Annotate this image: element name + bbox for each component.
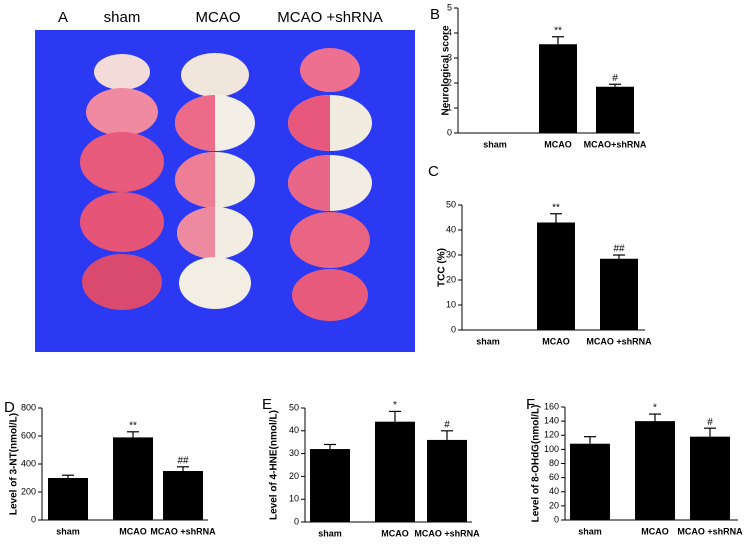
x-tick-label: MCAO [542, 336, 570, 346]
y-tick-label: 50 [289, 402, 299, 412]
y-tick-label: 800 [21, 402, 36, 412]
shrna-slices [288, 48, 372, 321]
bar [570, 443, 610, 520]
x-tick-label: MCAO +shRNA [414, 528, 480, 538]
y-axis-label: Neurological score [441, 25, 452, 115]
bar [163, 471, 203, 520]
y-tick-label: 3 [447, 52, 452, 62]
significance-label: # [612, 73, 618, 84]
significance-label: ** [552, 202, 560, 213]
y-tick-label: 10 [446, 299, 456, 309]
y-tick-label: 200 [21, 486, 36, 496]
x-tick-label: MCAO +shRNA [150, 526, 216, 536]
y-tick-label: 40 [549, 486, 559, 496]
significance-label: # [707, 417, 713, 428]
y-tick-label: 20 [446, 274, 456, 284]
y-tick-label: 140 [544, 416, 559, 426]
x-tick-label: sham [56, 526, 80, 536]
x-tick-label: sham [578, 526, 602, 536]
x-tick-label: MCAO [119, 526, 147, 536]
y-tick-label: 5 [447, 2, 452, 12]
y-tick-label: 10 [289, 494, 299, 504]
y-tick-label: 30 [289, 448, 299, 458]
y-tick-label: 2 [447, 77, 452, 87]
bar [635, 421, 675, 520]
y-axis-label: Level of 8-OHdG(nmol/L) [531, 405, 542, 523]
significance-label: ## [613, 244, 625, 255]
x-tick-label: sham [476, 336, 500, 346]
y-tick-label: 40 [289, 425, 299, 435]
y-tick-label: 0 [294, 516, 299, 526]
y-tick-label: 1 [447, 102, 452, 112]
bar [375, 421, 415, 522]
panel-letter: E [262, 396, 272, 413]
bar [690, 436, 730, 520]
column-label: MCAO [196, 9, 241, 26]
y-tick-label: 600 [21, 430, 36, 440]
y-axis-label: Level of 3-NT(nmol/L) [9, 413, 20, 515]
y-tick-label: 40 [446, 224, 456, 234]
significance-label: * [393, 400, 397, 411]
panel-letter: B [430, 6, 440, 23]
panel-letter: C [428, 163, 439, 180]
column-label: sham [104, 9, 141, 26]
sham-slices [80, 54, 164, 310]
y-tick-label: 80 [549, 458, 559, 468]
y-tick-label: 0 [31, 514, 36, 524]
y-tick-label: 0 [554, 514, 559, 524]
bar [48, 478, 88, 520]
y-tick-label: 100 [544, 444, 559, 454]
y-tick-label: 0 [451, 324, 456, 334]
x-tick-label: sham [483, 139, 507, 149]
x-tick-label: MCAO +shRNA [586, 336, 652, 346]
x-tick-label: MCAO [381, 528, 409, 538]
x-tick-label: MCAO +shRNA [677, 526, 743, 536]
y-tick-label: 30 [446, 249, 456, 259]
panel-letter: F [526, 396, 535, 413]
y-tick-label: 20 [549, 500, 559, 510]
y-axis-label: Level of 4-HNE(nmol/L) [269, 410, 280, 520]
y-axis-label: TCC (%) [437, 248, 448, 287]
y-tick-label: 120 [544, 430, 559, 440]
bar [596, 86, 634, 133]
bar [310, 449, 350, 522]
significance-label: # [444, 419, 450, 430]
y-tick-label: 0 [447, 127, 452, 137]
significance-label: ** [129, 420, 137, 431]
x-tick-label: MCAO [544, 139, 572, 149]
y-tick-label: 4 [447, 27, 452, 37]
column-label: MCAO +shRNA [277, 9, 382, 26]
photo-panel: A sham MCAO MCAO +shRNA [35, 9, 415, 352]
panel-letter: D [4, 399, 15, 416]
y-tick-label: 60 [549, 472, 559, 482]
significance-label: ## [177, 455, 189, 466]
mcao-slices [175, 53, 255, 309]
bar [539, 44, 577, 133]
x-tick-label: MCAO+shRNA [584, 139, 647, 149]
significance-label: ** [554, 25, 562, 36]
bar [537, 222, 575, 330]
panel-letter: A [58, 9, 68, 26]
y-tick-label: 160 [544, 401, 559, 411]
bar [427, 439, 467, 522]
bar [113, 437, 153, 520]
x-tick-label: MCAO [641, 526, 669, 536]
x-tick-label: sham [318, 528, 342, 538]
y-tick-label: 20 [289, 471, 299, 481]
bar [600, 258, 638, 330]
y-tick-label: 50 [446, 199, 456, 209]
y-tick-label: 400 [21, 458, 36, 468]
significance-label: * [653, 403, 657, 414]
